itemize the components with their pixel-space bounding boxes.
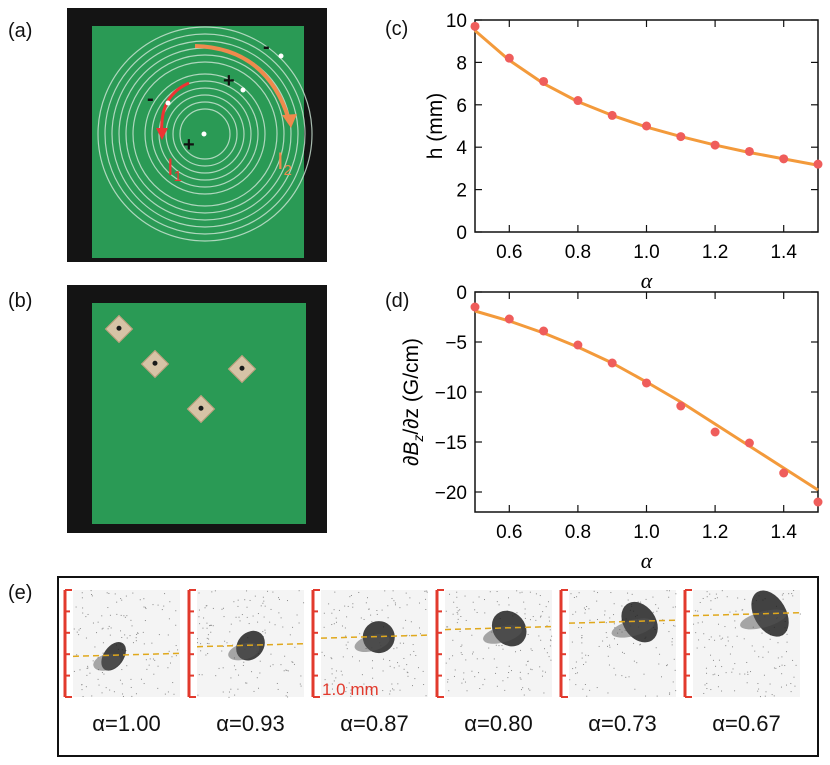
absorption-image: [445, 590, 552, 697]
panel-label-c: (c): [385, 18, 409, 40]
y-tick-label: −5: [445, 333, 467, 354]
noise-speckle-group: [445, 590, 553, 696]
data-point: [607, 358, 617, 368]
atom-cloud-halo: [93, 653, 121, 671]
alpha-caption: α=1.00: [92, 711, 161, 736]
y-tick-label: 0: [456, 223, 467, 244]
data-point: [779, 154, 789, 164]
current-label-i2: I2: [277, 148, 293, 179]
center-dashed-line: [320, 634, 429, 639]
data-point: [607, 110, 617, 120]
data-point: [573, 340, 583, 350]
current-label-i1: I1: [167, 154, 183, 185]
atom-cloud-halo: [354, 633, 390, 653]
scale-bar-label: 1.0 mm: [322, 680, 379, 699]
minus-sign-inner: -: [147, 88, 154, 110]
plus-sign-outer: +: [223, 70, 235, 92]
y-tick-label: −20: [435, 483, 467, 504]
y-tick-label: 4: [456, 138, 467, 159]
data-point: [779, 468, 789, 478]
y-axis-label: h (mm): [424, 93, 447, 160]
panel-label-e: (e): [8, 582, 33, 604]
data-point: [642, 121, 651, 131]
x-tick-label: 0.8: [565, 242, 591, 263]
data-point: [813, 159, 823, 169]
atom-cloud-halo: [228, 642, 260, 661]
x-axis-label: α: [641, 548, 653, 573]
x-tick-label: 0.6: [496, 242, 522, 263]
plus-sign-inner: +: [183, 134, 195, 156]
alpha-caption: α=0.93: [216, 711, 285, 736]
atom-cloud-halo: [483, 625, 522, 644]
data-point: [710, 427, 720, 437]
data-point: [539, 326, 549, 336]
alpha-caption: α=0.73: [588, 711, 657, 736]
spiral-coil-graphic: [97, 26, 313, 242]
y-tick-label: −10: [435, 383, 467, 404]
data-point: [504, 53, 514, 63]
board-back-photo: [67, 285, 327, 533]
data-point: [676, 132, 686, 142]
y-tick-label: 0: [456, 283, 467, 304]
data-point: [642, 378, 651, 388]
x-tick-label: 1.0: [633, 242, 659, 263]
data-point: [504, 314, 514, 324]
x-tick-label: 1.2: [702, 522, 728, 543]
data-point: [470, 21, 480, 31]
data-point: [744, 146, 754, 156]
y-axis-label: ∂Bz/∂z (G/cm): [400, 338, 426, 466]
x-tick-label: 1.0: [633, 522, 659, 543]
data-point: [573, 96, 583, 106]
atom-cloud-halo: [611, 618, 655, 638]
absorption-image: [73, 590, 180, 697]
alpha-caption: α=0.67: [712, 711, 781, 736]
absorption-image: [569, 590, 676, 697]
y-tick-label: 10: [446, 11, 467, 32]
center-dashed-line: [444, 625, 553, 631]
center-dashed-line: [72, 652, 181, 658]
y-tick-label: 2: [456, 181, 467, 202]
data-point: [539, 76, 549, 86]
coil-board-photo: - + + - I1 I2: [67, 8, 327, 262]
center-dashed-line: [568, 619, 677, 624]
y-tick-label: 6: [456, 96, 467, 117]
data-point: [744, 438, 754, 448]
noise-speckle-group: [321, 590, 428, 697]
x-tick-label: 1.4: [770, 242, 797, 263]
alpha-caption: α=0.87: [340, 711, 409, 736]
data-point: [470, 302, 480, 312]
minus-sign-outer: -: [263, 36, 270, 58]
x-tick-label: 1.4: [770, 522, 797, 543]
x-tick-label: 0.6: [496, 522, 522, 543]
panel-label-a: (a): [8, 20, 33, 42]
center-dashed-line: [692, 611, 801, 617]
data-point: [676, 401, 686, 411]
y-tick-label: 8: [456, 53, 467, 74]
data-point: [813, 497, 823, 507]
y-tick-label: −15: [435, 433, 467, 454]
absorption-images-panel: [57, 576, 819, 757]
panel-label-b: (b): [8, 290, 33, 312]
center-dashed-line: [196, 642, 305, 648]
noise-speckle-group: [197, 590, 305, 698]
atom-cloud-halo: [740, 609, 787, 630]
x-axis-label: α: [641, 268, 653, 293]
x-tick-label: 0.8: [565, 522, 591, 543]
data-point: [710, 140, 720, 150]
x-tick-label: 1.2: [702, 242, 728, 263]
alpha-caption: α=0.80: [464, 711, 533, 736]
panel-label-d: (d): [385, 290, 410, 312]
